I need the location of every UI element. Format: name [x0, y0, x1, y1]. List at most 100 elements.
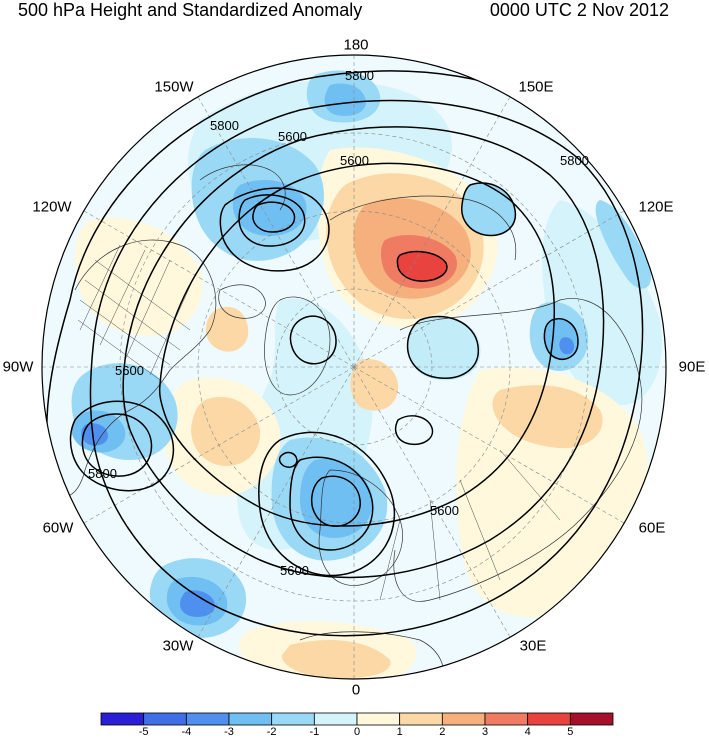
lon-label-60w: 60W	[42, 519, 74, 537]
anomaly-neg1	[407, 316, 481, 381]
contour-labels: 5800 5800 5600 5600 5800 5600 5800 5600 …	[88, 68, 589, 578]
height-contour	[289, 456, 374, 551]
contour-label: 5600	[430, 503, 459, 518]
anomaly-neg3	[232, 180, 307, 237]
height-contour	[406, 315, 479, 379]
colorbar-cell	[271, 712, 315, 726]
colorbar-cell	[484, 712, 529, 726]
height-contour	[81, 413, 153, 477]
height-contour	[219, 187, 330, 272]
height-contour	[89, 99, 644, 637]
meridian-line	[353, 366, 511, 638]
map-boundary	[41, 54, 667, 680]
height-contour	[122, 126, 605, 579]
contour-label: 5800	[210, 118, 239, 133]
lon-label-30e: 30E	[519, 637, 547, 655]
lon-label-90e: 90E	[678, 358, 706, 376]
map-datetime: 0000 UTC 2 Nov 2012	[489, 0, 669, 20]
lon-label-0: 0	[351, 681, 361, 699]
contour-label: 5800	[560, 153, 589, 168]
colorbar-label: 5	[567, 726, 574, 738]
coastline-canada-islands	[218, 284, 266, 319]
contour-label: 5600	[278, 129, 307, 144]
coastline-siberia	[329, 195, 517, 261]
colorbar-cell	[356, 712, 401, 726]
anomaly-neg4	[559, 337, 575, 355]
lon-label-120e: 120E	[638, 198, 674, 216]
colorbar-cell	[527, 712, 571, 726]
boundary-line	[379, 519, 401, 601]
colorbar-label: -1	[309, 726, 320, 738]
lon-label-150w: 150W	[154, 78, 194, 96]
colorbar-label: 3	[481, 726, 489, 738]
boundary-line	[79, 244, 121, 331]
anomaly-neg4	[81, 423, 108, 446]
height-contour	[543, 318, 579, 360]
anomaly-neg3	[324, 83, 366, 116]
anomaly-neg2	[461, 182, 516, 236]
anomaly-neg4	[179, 590, 215, 617]
lon-label-30w: 30W	[162, 637, 194, 655]
meridian-line	[353, 366, 625, 524]
boundary-line	[84, 279, 181, 351]
boundary-line	[99, 249, 146, 346]
anomaly-pos2	[492, 385, 603, 449]
colorbar-label: 2	[439, 726, 446, 738]
contour-label: 5800	[345, 68, 374, 83]
colorbar-label: 4	[524, 726, 531, 738]
height-contour	[461, 182, 517, 237]
coastline-greenland	[264, 296, 331, 396]
colorbar-cell	[143, 712, 187, 726]
colorbar-cells	[100, 712, 614, 726]
contour-label: 5600	[115, 363, 144, 378]
height-contour	[310, 475, 361, 527]
colorbar-cell	[228, 712, 273, 726]
contour-label: 5800	[88, 466, 117, 481]
boundary-line	[459, 479, 501, 581]
lon-label-90w: 90W	[2, 358, 34, 376]
anomaly-pos2	[281, 640, 391, 679]
meridian-line	[197, 366, 355, 638]
colorbar-label: 1	[396, 726, 403, 738]
anomaly-pos2	[205, 306, 249, 352]
colorbar-label: -4	[181, 726, 192, 738]
boundary-line	[429, 499, 441, 601]
height-contour	[394, 415, 434, 446]
colorbar-cell	[313, 712, 358, 726]
colorbar-label: 0	[353, 726, 361, 738]
height-contour	[252, 201, 296, 233]
anomaly-pos1	[74, 217, 203, 336]
height-contour	[238, 194, 306, 247]
lon-label-120w: 120W	[32, 198, 72, 216]
anomaly-neg2	[595, 200, 651, 289]
map-title: 500 hPa Height and Standardized Anomaly	[18, 0, 363, 20]
meridian-line	[83, 366, 355, 524]
anomaly-pos2	[191, 396, 261, 466]
colorbar-cell	[100, 712, 145, 726]
boundary-line	[499, 449, 561, 521]
colorbar-cell	[185, 712, 230, 726]
colorbar-cell	[569, 712, 614, 726]
height-contour	[278, 451, 298, 468]
contour-label: 5600	[280, 563, 309, 578]
colorbar-label: -5	[138, 726, 149, 738]
lon-label-180: 180	[343, 36, 369, 54]
boundary-line	[124, 259, 171, 361]
colorbar-cell	[441, 712, 486, 726]
coastline-europe	[318, 469, 403, 586]
meridian-line	[353, 210, 625, 368]
height-contour	[396, 250, 448, 282]
height-contour	[158, 162, 556, 527]
colorbar-label: -3	[224, 726, 234, 738]
lon-label-150e: 150E	[518, 78, 554, 96]
height-contour	[258, 431, 396, 577]
coastline-asia	[393, 298, 643, 602]
boundary-line	[77, 319, 161, 381]
height-contour	[69, 400, 175, 492]
lon-label-60e: 60E	[638, 519, 666, 537]
anomaly-field	[42, 55, 666, 679]
meridian-line	[353, 96, 511, 368]
contour-label: 5600	[340, 153, 369, 168]
